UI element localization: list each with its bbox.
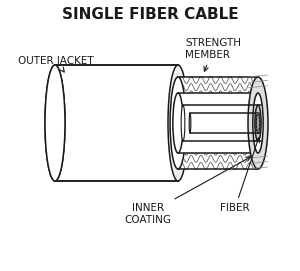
Text: OUTER JACKET: OUTER JACKET bbox=[18, 56, 94, 72]
Ellipse shape bbox=[45, 65, 65, 181]
FancyBboxPatch shape bbox=[178, 93, 268, 153]
Ellipse shape bbox=[173, 93, 183, 153]
Ellipse shape bbox=[189, 113, 191, 133]
Ellipse shape bbox=[253, 93, 263, 153]
Ellipse shape bbox=[256, 113, 260, 133]
FancyBboxPatch shape bbox=[55, 65, 178, 181]
Text: INNER
COATING: INNER COATING bbox=[124, 157, 250, 225]
Ellipse shape bbox=[170, 77, 186, 169]
Text: SINGLE FIBER CABLE: SINGLE FIBER CABLE bbox=[62, 7, 238, 22]
Ellipse shape bbox=[168, 65, 188, 181]
Text: FIBER: FIBER bbox=[220, 138, 260, 213]
FancyBboxPatch shape bbox=[178, 77, 258, 169]
Ellipse shape bbox=[181, 105, 185, 141]
Ellipse shape bbox=[248, 77, 268, 169]
Ellipse shape bbox=[45, 65, 65, 181]
Text: STRENGTH
MEMBER: STRENGTH MEMBER bbox=[185, 38, 241, 71]
Ellipse shape bbox=[255, 105, 261, 141]
